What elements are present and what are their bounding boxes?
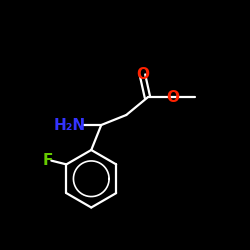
Text: O: O	[136, 68, 149, 82]
Text: F: F	[42, 153, 53, 168]
Text: H₂N: H₂N	[54, 118, 86, 132]
Text: O: O	[166, 90, 179, 105]
